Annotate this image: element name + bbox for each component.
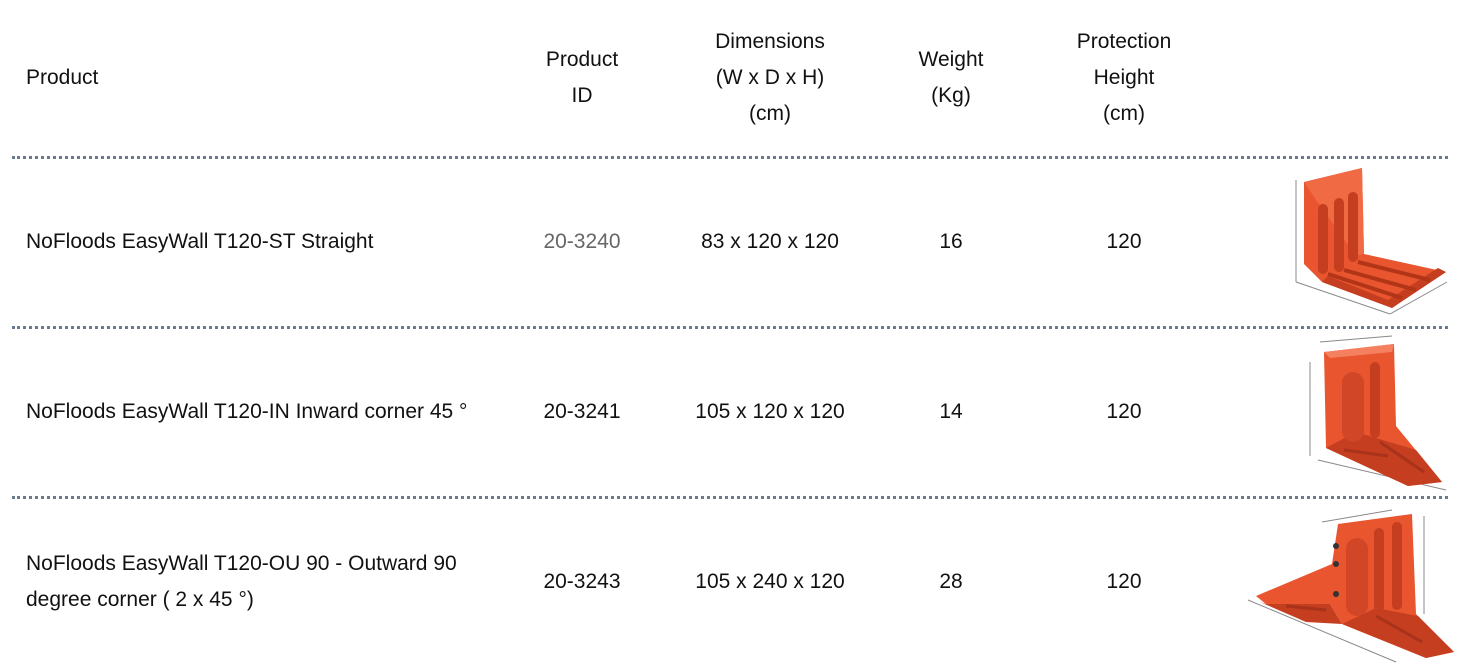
table-row: NoFloods EasyWall T120-ST Straight 20-32… [0, 158, 1462, 326]
row-separator [12, 496, 1448, 499]
dimensions: 105 x 240 x 120 [695, 570, 845, 593]
header-weight: Weight (Kg) [918, 48, 984, 107]
table-row: NoFloods EasyWall T120-IN Inward corner … [0, 328, 1462, 496]
weight: 28 [939, 570, 963, 593]
product-name: NoFloods EasyWall T120-OU 90 - Outward 9… [26, 552, 457, 611]
product-id: 20-3243 [543, 570, 621, 593]
table-row: NoFloods EasyWall T120-OU 90 - Outward 9… [0, 498, 1462, 666]
protection-height: 120 [1106, 570, 1142, 593]
table-header: Product Product ID Dimensions (W x D x H… [0, 0, 1462, 156]
straight-wall-illustration-icon [1282, 164, 1452, 322]
outward-corner-illustration-icon [1246, 504, 1458, 664]
dimensions: 83 x 120 x 120 [701, 230, 839, 253]
product-id: 20-3240 [543, 230, 621, 253]
product-name: NoFloods EasyWall T120-IN Inward corner … [26, 400, 468, 423]
row-separator [12, 326, 1448, 329]
product-name: NoFloods EasyWall T120-ST Straight [26, 230, 374, 253]
header-dimensions: Dimensions (W x D x H) (cm) [715, 30, 825, 125]
protection-height: 120 [1106, 230, 1142, 253]
product-id: 20-3241 [543, 400, 621, 423]
header-product: Product [26, 66, 99, 89]
weight: 16 [939, 230, 963, 253]
inward-corner-illustration-icon [1296, 332, 1456, 494]
header-protection-height: Protection Height (cm) [1076, 30, 1172, 125]
row-separator [12, 156, 1448, 159]
header-product-id: Product ID [545, 48, 619, 107]
protection-height: 120 [1106, 400, 1142, 423]
dimensions: 105 x 120 x 120 [695, 400, 845, 423]
weight: 14 [939, 400, 963, 423]
